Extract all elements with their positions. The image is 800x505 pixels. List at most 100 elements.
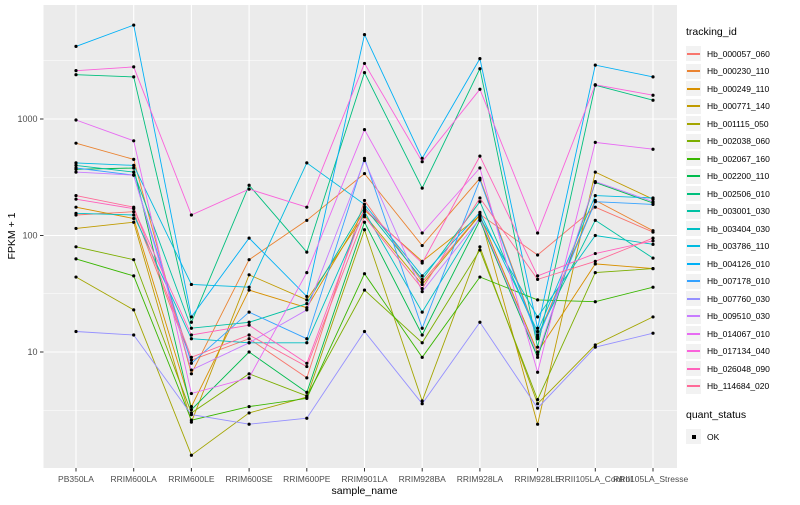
data-point bbox=[651, 242, 655, 246]
data-point bbox=[132, 23, 136, 27]
legend-key bbox=[686, 151, 701, 167]
data-point bbox=[478, 213, 482, 217]
data-point bbox=[478, 200, 482, 204]
data-point bbox=[74, 73, 78, 77]
data-point bbox=[651, 239, 655, 243]
data-point bbox=[420, 333, 424, 337]
data-point bbox=[593, 251, 597, 256]
legend-color-line bbox=[687, 262, 700, 265]
legend-color-line bbox=[687, 280, 700, 283]
legend-item-label: Hb_003786_110 bbox=[707, 241, 770, 252]
data-point bbox=[362, 202, 367, 206]
legend-item-label: Hb_000230_110 bbox=[707, 66, 770, 77]
legend-item-label: Hb_000057_060 bbox=[707, 48, 770, 59]
data-point bbox=[305, 302, 309, 306]
data-point bbox=[247, 350, 251, 354]
data-point bbox=[74, 69, 78, 73]
data-point bbox=[305, 271, 309, 275]
data-point bbox=[536, 337, 540, 341]
data-point bbox=[536, 402, 540, 406]
data-point bbox=[247, 323, 251, 327]
data-point bbox=[132, 75, 136, 79]
x-tick-label: PB350LA bbox=[58, 474, 94, 484]
data-point bbox=[132, 139, 136, 143]
data-point bbox=[593, 345, 597, 349]
data-point bbox=[593, 343, 597, 347]
data-point bbox=[132, 308, 136, 312]
legend-item: Hb_026048_090 bbox=[686, 360, 798, 378]
data-point bbox=[247, 333, 251, 337]
legend-item-label: Hb_026048_090 bbox=[707, 363, 770, 374]
data-point bbox=[593, 63, 597, 67]
data-point bbox=[420, 289, 424, 294]
data-point bbox=[362, 272, 367, 276]
data-point bbox=[247, 236, 251, 240]
data-point bbox=[132, 333, 136, 337]
data-point bbox=[132, 157, 136, 162]
data-point bbox=[305, 218, 309, 222]
data-point bbox=[132, 166, 136, 170]
legend-item-label: Hb_002038_060 bbox=[707, 136, 770, 147]
data-point bbox=[593, 262, 597, 266]
data-point bbox=[362, 220, 367, 224]
data-point bbox=[478, 196, 482, 200]
data-point bbox=[478, 87, 482, 91]
data-point bbox=[536, 398, 540, 402]
x-tick-label: RRIM600PE bbox=[283, 474, 331, 484]
data-point bbox=[536, 329, 540, 334]
data-point bbox=[478, 320, 482, 324]
data-point bbox=[74, 245, 78, 249]
data-point bbox=[651, 229, 655, 233]
legend-entries: Hb_000057_060 Hb_000230_110 Hb_000249_110 H… bbox=[686, 45, 798, 395]
legend-item-label: Hb_000249_110 bbox=[707, 83, 770, 94]
data-point bbox=[420, 231, 424, 235]
data-point bbox=[362, 158, 367, 163]
data-point bbox=[74, 44, 78, 48]
legend-item-label: Hb_014067_010 bbox=[707, 328, 770, 339]
data-point bbox=[478, 216, 482, 221]
data-point bbox=[362, 171, 367, 176]
data-point bbox=[132, 163, 136, 167]
data-point bbox=[247, 372, 251, 376]
data-point bbox=[305, 337, 309, 341]
legend-color-line bbox=[687, 105, 700, 108]
legend-title-tracking-id: tracking_id bbox=[686, 26, 737, 38]
data-point bbox=[362, 71, 367, 75]
data-point bbox=[593, 194, 597, 198]
data-point bbox=[478, 56, 482, 61]
legend-item: Hb_017134_040 bbox=[686, 343, 798, 361]
data-point bbox=[420, 243, 424, 248]
legend-item: Hb_004126_010 bbox=[686, 255, 798, 273]
data-point bbox=[305, 390, 309, 395]
data-point bbox=[420, 402, 424, 406]
data-point bbox=[362, 128, 367, 132]
y-tick-label: 100 bbox=[22, 231, 37, 241]
data-point bbox=[420, 355, 424, 359]
data-point bbox=[478, 67, 482, 71]
data-point bbox=[132, 258, 136, 262]
data-point bbox=[362, 156, 367, 160]
data-point bbox=[132, 170, 136, 174]
legend-item-label: Hb_000771_140 bbox=[707, 101, 770, 112]
data-point bbox=[74, 118, 78, 122]
legend-item-label: Hb_114684_020 bbox=[707, 381, 770, 392]
data-point bbox=[536, 298, 540, 302]
data-point bbox=[593, 170, 597, 174]
data-point bbox=[247, 411, 251, 415]
data-point bbox=[420, 399, 424, 403]
legend-item-label: Hb_002506_010 bbox=[707, 188, 770, 199]
legend-item-label: Hb_009510_030 bbox=[707, 311, 770, 322]
legend-item: Hb_001115_050 bbox=[686, 115, 798, 133]
data-point bbox=[536, 333, 540, 337]
data-point bbox=[593, 180, 597, 184]
legend-item: Hb_002067_160 bbox=[686, 150, 798, 168]
legend-item-label: Hb_003404_030 bbox=[707, 223, 770, 234]
legend-key bbox=[686, 326, 701, 342]
data-point bbox=[305, 361, 309, 365]
data-point bbox=[651, 331, 655, 335]
data-point bbox=[420, 277, 424, 281]
data-point bbox=[651, 285, 655, 289]
data-point bbox=[478, 178, 482, 182]
data-point bbox=[420, 274, 424, 278]
data-point bbox=[651, 200, 655, 204]
